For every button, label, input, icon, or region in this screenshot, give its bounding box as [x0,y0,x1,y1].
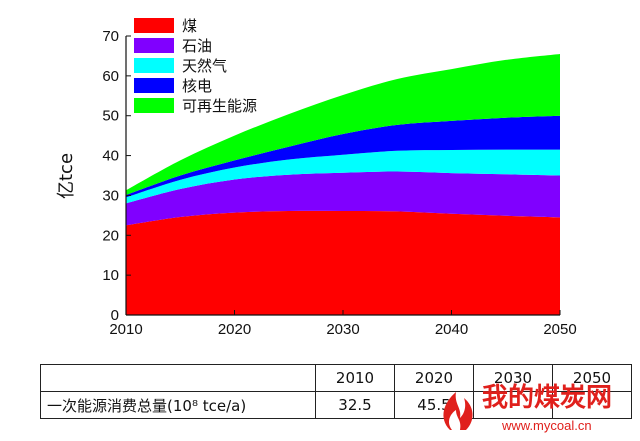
y-tick-label: 20 [102,227,119,244]
y-tick-label: 60 [102,68,119,85]
x-tick-label: 2030 [326,321,359,338]
table-cell [552,391,632,419]
table-header-cell: 2010 [315,364,395,392]
legend-swatch [134,58,174,73]
area-series-3 [126,149,560,204]
y-tick-label: 30 [102,187,119,204]
area-series-group [126,53,560,315]
legend-label: 核电 [182,77,212,95]
x-tick-label: 2040 [435,321,468,338]
legend-label: 煤 [182,17,197,35]
table-header-cell [40,364,316,392]
watermark-title: 我的煤炭网 [482,382,612,413]
watermark: 我的煤炭网 www.mycoal.cn [443,382,612,433]
area-series-5 [126,53,560,196]
area-series-4 [126,115,560,198]
table-row: 一次能源消费总量(10⁸ tce/a) 32.5 45.5 [40,391,632,419]
y-tick-label: 40 [102,148,119,165]
table-cell [473,391,553,419]
x-tick-label: 2020 [218,321,251,338]
table-header-cell: 2020 [394,364,474,392]
legend-swatch [134,98,174,113]
table-cell: 45.5 [394,391,474,419]
y-axis-label: 亿tce [56,153,77,199]
x-tick-label: 2010 [109,321,142,338]
legend-label: 天然气 [182,57,227,75]
legend-swatch [134,18,174,33]
y-tick-label: 0 [111,307,119,324]
y-tick-label: 70 [102,28,119,45]
flame-logo-icon [443,392,473,430]
area-series-1 [126,210,560,315]
y-tick-label: 50 [102,108,119,125]
legend-swatch [134,78,174,93]
table-cell: 32.5 [315,391,395,419]
legend-label: 石油 [182,37,212,55]
table-row-label: 一次能源消费总量(10⁸ tce/a) [40,391,316,419]
y-tick-label: 10 [102,267,119,284]
table-header-cell: 2030 [473,364,553,392]
watermark-url: www.mycoal.cn [501,418,592,433]
energy-consumption-table: 2010 2020 2030 2050 一次能源消费总量(10⁸ tce/a) … [40,364,632,419]
table-header-cell: 2050 [552,364,632,392]
legend-label: 可再生能源 [182,97,257,115]
area-series-2 [126,171,560,226]
x-tick-label: 2050 [543,321,576,338]
legend-swatch [134,38,174,53]
